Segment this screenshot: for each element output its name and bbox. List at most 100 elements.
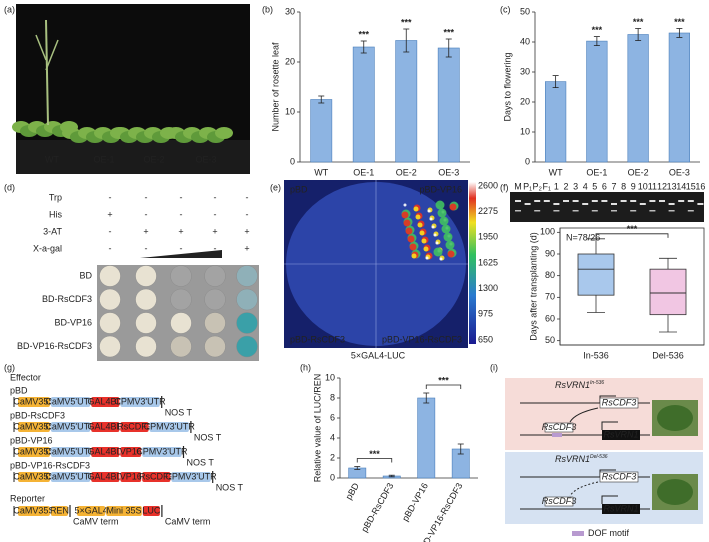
condition-mark: - (180, 243, 183, 253)
construct-part-label: VP16 (120, 471, 142, 481)
lane-label: 7 (611, 181, 616, 191)
lane-label: P₁ (523, 181, 532, 191)
band (534, 200, 541, 202)
x-tick-label: OE-2 (628, 167, 649, 177)
gradient-wedge (140, 250, 222, 258)
allele-title: RsVRN1Del-536 (555, 454, 608, 464)
yeast-spot (99, 312, 121, 334)
quadrant-label: pBD-RsCDF3 (290, 334, 345, 344)
band (668, 210, 675, 212)
plant (657, 405, 693, 431)
yeast-spot (204, 265, 226, 287)
annotation: N=78/26 (566, 232, 600, 242)
colorbar-label: 1950 (478, 232, 498, 242)
gene-box (599, 471, 639, 483)
yeast-spot (99, 288, 121, 311)
significance: *** (401, 17, 412, 27)
yeast-spot (236, 265, 258, 287)
construct-part-label: RsCDF3 (117, 421, 152, 431)
band (630, 210, 637, 212)
photo-label: WT (45, 154, 59, 164)
yeast-spot (170, 335, 192, 358)
leaf (215, 127, 233, 139)
yeast-spot (135, 265, 157, 287)
y-tick-label: 50 (545, 335, 555, 345)
terminator-label: NOS T (194, 432, 222, 442)
bar (417, 397, 436, 479)
condition-mark: - (246, 209, 249, 219)
signal (437, 208, 447, 218)
signal (407, 235, 415, 243)
x-tick-label: OE-3 (669, 167, 690, 177)
condition-mark: - (109, 192, 112, 202)
box (649, 268, 687, 316)
significance: *** (438, 375, 449, 385)
x-tick-label: OE-1 (586, 167, 607, 177)
bar (352, 46, 375, 163)
x-tick-label: OE-1 (353, 167, 374, 177)
construct-part-label: CPMV3'UTR (136, 446, 188, 456)
lane-label: 2 (563, 181, 568, 191)
lane-label: 15 (686, 181, 696, 191)
x-tick-label: OE-2 (396, 167, 417, 177)
significance: *** (592, 25, 603, 35)
colorbar-label: 2275 (478, 206, 498, 216)
condition-mark: - (109, 243, 112, 253)
construct-name: pBD-VP16-RsCDF3 (10, 460, 90, 470)
colorbar-label: 650 (478, 334, 493, 344)
signal (435, 200, 445, 210)
section-label: Reporter (10, 493, 45, 503)
bar (545, 81, 567, 163)
condition-mark: - (214, 192, 217, 202)
construct-part-label: CaMV35S (13, 505, 54, 515)
lane-label: 3 (573, 181, 578, 191)
significance: *** (443, 27, 454, 37)
gene-label: RsCDF3 (602, 471, 637, 481)
y-tick-label: 4 (330, 432, 335, 442)
panel-label: (i) (490, 362, 498, 372)
band (563, 200, 569, 202)
x-tick-label: WT (314, 167, 328, 177)
signal (423, 246, 429, 252)
signal (433, 233, 437, 237)
construct-part-label: Mini 35S (106, 505, 141, 515)
signal (431, 225, 435, 229)
stem (45, 39, 59, 71)
x-tick-label: pBD-RsCDF3 (359, 481, 395, 534)
condition-mark: + (178, 226, 183, 236)
condition-label: Trp (49, 192, 62, 202)
band (524, 203, 531, 205)
gene-box (544, 422, 574, 433)
y-tick-label: 8 (330, 392, 335, 402)
x-tick-label: WT (549, 167, 563, 177)
lane-label: 9 (631, 181, 636, 191)
significance: *** (633, 17, 644, 27)
signal (413, 206, 419, 212)
band (620, 200, 627, 202)
colorbar-label: 1300 (478, 283, 498, 293)
quadrant-label: pBD-VP16 (419, 184, 462, 194)
gene-box (599, 397, 639, 409)
condition-mark: - (109, 226, 112, 236)
y-tick-label: 0 (290, 156, 295, 166)
lane-label: 8 (621, 181, 626, 191)
dof-motif (552, 433, 562, 437)
signal (441, 224, 451, 234)
box (577, 253, 615, 296)
condition-mark: - (145, 192, 148, 202)
band (668, 203, 675, 205)
legend-swatch (572, 531, 584, 536)
photo-label: OE-1 (93, 154, 114, 164)
gene-box (602, 504, 640, 514)
condition-label: His (49, 209, 62, 219)
y-tick-label: 20 (520, 96, 530, 106)
gel (510, 192, 704, 222)
y-tick-label: 60 (545, 313, 555, 323)
y-tick-label: 0 (330, 472, 335, 482)
signal (443, 232, 453, 242)
quadrant-label: pBD (290, 184, 308, 194)
construct-part (120, 447, 142, 457)
band (659, 200, 665, 202)
band (649, 210, 656, 212)
yeast-spot (236, 335, 258, 358)
